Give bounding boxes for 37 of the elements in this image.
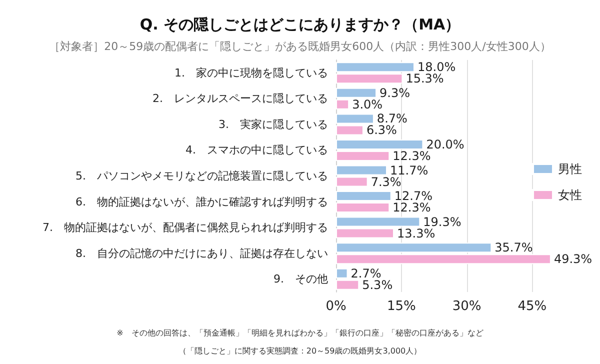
y-tick-label: 3. 実家に隠している: [218, 118, 328, 131]
data-label: 13.3%: [396, 226, 436, 240]
chart-title: Q. その隠しごとはどこにありますか？（MA）: [140, 16, 460, 34]
data-label: 12.3%: [392, 148, 431, 163]
text: ※ その他の回答は、「預金通帳」「明細を見ればわかる」「銀行の口座」「秘密の口座がある」など: [116, 328, 484, 338]
y-tick-label: 1. 家の中に現物を隠している: [174, 66, 328, 80]
data-label: 9.3%: [380, 86, 410, 100]
data-label: 20.0%: [426, 137, 464, 152]
data-label: 18.0%: [417, 60, 456, 74]
x-tick-label: 15%: [386, 299, 416, 314]
data-label: 8.7%: [376, 112, 408, 126]
legend-label: 男性: [558, 162, 582, 176]
y-tick-label: 5. パソコンやメモリなどの記憶装置に隠している: [76, 170, 328, 182]
data-label: 11.7%: [390, 163, 428, 178]
data-label: 35.7%: [494, 240, 533, 255]
data-label: 49.3%: [554, 252, 592, 266]
data-label: 6.3%: [366, 123, 397, 138]
legend-label: 女性: [558, 188, 582, 202]
data-label: 7.3%: [370, 174, 402, 189]
y-tick-label: 8. 自分の記憶の中だけにあり、証拠は存在しない: [76, 246, 328, 260]
text: （「隠しごと」に関する実態調査：20～59歳の既婚男女3,000人）: [178, 346, 422, 356]
data-label: 12.7%: [394, 189, 432, 204]
data-label: 3.0%: [352, 97, 383, 112]
x-tick-label: 45%: [518, 299, 547, 314]
y-tick-label: 2. レンタルスペースに隠している: [152, 92, 328, 106]
y-tick-label: 7. 物的証拠はないが、配偶者に偶然見られれば判明する: [42, 221, 328, 234]
data-label: 2.7%: [350, 266, 382, 280]
y-tick-label: 9. その他: [274, 272, 328, 286]
data-label: 19.3%: [423, 214, 462, 229]
data-label: 12.3%: [392, 200, 431, 215]
data-label: 5.3%: [362, 278, 393, 292]
x-tick-label: 0%: [326, 299, 346, 314]
chart-subtitle: ［対象者］20～59歳の配偶者に「隠しごと」がある既婚男女600人（内訳：男性300人/女性300人）: [49, 40, 551, 53]
y-tick-label: 6. 物的証拠はないが、誰かに確認すれば判明する: [76, 195, 328, 208]
data-label: 15.3%: [406, 72, 444, 86]
x-tick-label: 30%: [452, 299, 482, 314]
y-tick-label: 4. スマホの中に隠している: [186, 144, 328, 157]
